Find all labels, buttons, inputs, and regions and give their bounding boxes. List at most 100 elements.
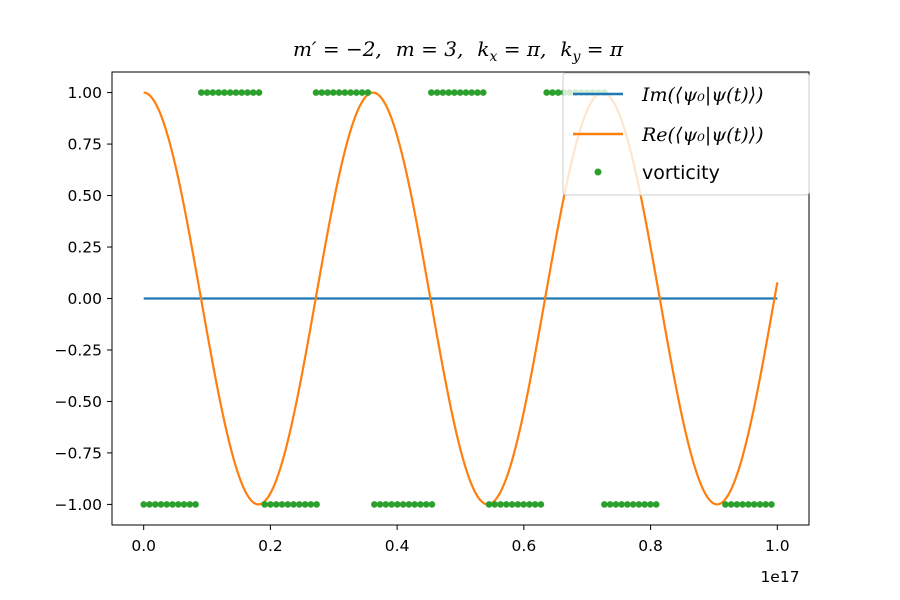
vorticity-point: [140, 501, 147, 508]
vorticity-point: [296, 501, 303, 508]
vorticity-point: [549, 89, 556, 96]
title-m: m = 3,: [396, 37, 464, 61]
vorticity-point: [612, 501, 620, 508]
vorticity-point: [618, 501, 625, 508]
vorticity-point: [641, 501, 648, 508]
vorticity-point: [364, 89, 372, 96]
vorticity-point: [371, 501, 378, 508]
vorticity-point: [411, 501, 418, 508]
vorticity-point: [399, 501, 407, 508]
title-kx-symbol: k: [477, 37, 489, 61]
vorticity-point: [750, 501, 758, 508]
legend-box: [562, 72, 810, 196]
y-tick-label: −0.25: [55, 341, 103, 359]
vorticity-point: [330, 89, 337, 96]
vorticity-point: [624, 501, 631, 508]
vorticity-point: [157, 501, 165, 508]
vorticity-point: [491, 501, 499, 508]
title-ky-subscript: y: [571, 49, 581, 65]
vorticity-point: [272, 501, 280, 508]
vorticity-point: [221, 89, 228, 96]
vorticity-point: [405, 501, 413, 508]
y-tick-label: 0.25: [67, 239, 102, 257]
vorticity-point: [324, 89, 331, 96]
vorticity-point: [301, 501, 309, 508]
vorticity-point: [313, 501, 320, 508]
vorticity-point: [192, 501, 199, 508]
title-ky-value: = π: [580, 37, 623, 61]
vorticity-point: [382, 501, 390, 508]
vorticity-point: [543, 89, 550, 96]
vorticity-point: [174, 501, 182, 508]
vorticity-point: [745, 501, 752, 508]
vorticity-point: [722, 501, 729, 508]
vorticity-point: [635, 501, 643, 508]
vorticity-point: [485, 501, 493, 508]
legend-vorticity-marker: [594, 168, 602, 176]
vorticity-point: [232, 89, 240, 96]
vorticity-point: [428, 501, 436, 508]
vorticity-point: [318, 89, 326, 96]
vorticity-point: [606, 501, 614, 508]
vorticity-point: [433, 89, 441, 96]
y-axis: 1.00 0.75 0.50 0.25 0.00 −0.25 −0.50 −0.75 −1.00: [55, 84, 112, 514]
vorticity-point: [335, 89, 343, 96]
vorticity-point: [474, 89, 481, 96]
vorticity-point: [479, 89, 487, 96]
vorticity-point: [508, 501, 516, 508]
vorticity-point: [249, 89, 257, 96]
vorticity-point: [733, 501, 741, 508]
vorticity-point: [353, 89, 360, 96]
y-tick-label: 0.00: [67, 290, 102, 308]
legend-im-label: Im(⟨ψ₀|ψ(t)⟩): [641, 84, 763, 106]
vorticity-point: [514, 501, 522, 508]
vorticity-point: [647, 501, 654, 508]
vorticity-point: [462, 89, 470, 96]
vorticity-point: [347, 89, 354, 96]
vorticity-point: [456, 89, 464, 96]
chart-title: m′ = −2, m = 3, kx = π, ky = π: [293, 37, 624, 65]
vorticity-point: [388, 501, 395, 508]
vorticity-point: [629, 501, 637, 508]
title-ky-symbol: k: [560, 37, 572, 61]
x-tick-label: 0.0: [131, 537, 156, 555]
vorticity-point: [255, 89, 263, 96]
vorticity-point: [341, 89, 349, 96]
y-tick-label: −1.00: [55, 496, 103, 514]
x-tick-label: 0.6: [512, 537, 537, 555]
legend-vorticity-label: vorticity: [642, 162, 720, 184]
vorticity-point: [376, 501, 384, 508]
vorticity-point: [428, 89, 435, 96]
x-tick-label: 1.0: [765, 537, 790, 555]
vorticity-point: [278, 501, 286, 508]
x-tick-label: 0.2: [258, 537, 283, 555]
vorticity-point: [215, 89, 222, 96]
vorticity-point: [226, 89, 234, 96]
title-m-prime: m′ = −2,: [293, 37, 382, 61]
vorticity-point: [238, 89, 246, 96]
vorticity-point: [531, 501, 539, 508]
vorticity-point: [768, 501, 775, 508]
vorticity-point: [451, 89, 458, 96]
vorticity-point: [739, 501, 746, 508]
x-offset-label: 1e17: [760, 568, 799, 586]
vorticity-point: [652, 501, 660, 508]
vorticity-point: [203, 89, 211, 96]
vorticity-point: [756, 501, 764, 508]
vorticity-point: [526, 501, 533, 508]
title-kx-subscript: x: [489, 49, 497, 65]
vorticity-point: [186, 501, 194, 508]
y-tick-label: −0.50: [55, 393, 103, 411]
vorticity-point: [497, 501, 504, 508]
title-kx-value: = π,: [497, 37, 546, 61]
vorticity-point: [439, 89, 447, 96]
x-axis: 0.0 0.2 0.4 0.6 0.8 1.0: [131, 525, 790, 555]
x-tick-label: 0.8: [638, 537, 663, 555]
series-re-line: [143, 91, 779, 506]
vorticity-point: [244, 89, 251, 96]
vorticity-point: [180, 501, 188, 508]
vorticity-point: [163, 501, 171, 508]
vorticity-point: [468, 89, 476, 96]
vorticity-point: [261, 501, 269, 508]
